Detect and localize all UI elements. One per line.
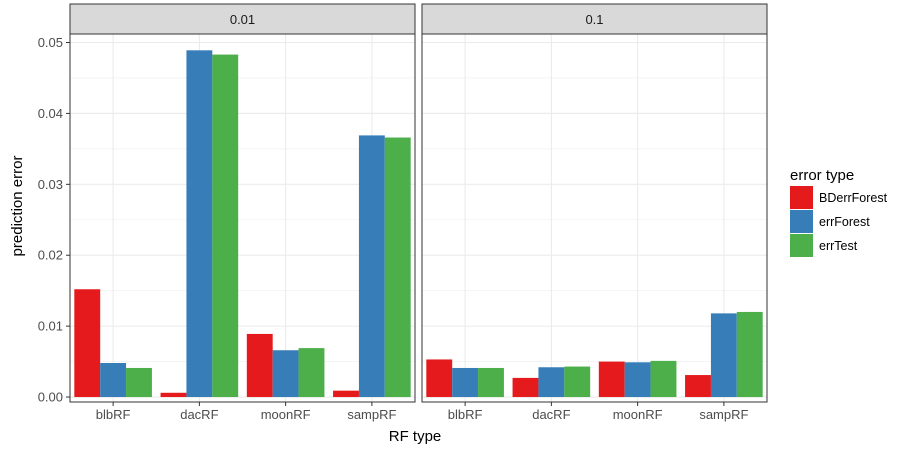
y-tick-label: 0.05: [38, 35, 63, 50]
facet-strip: [421, 3, 768, 35]
y-tick-label: 0.02: [38, 248, 63, 263]
bar-errtest-blbrf: [126, 367, 152, 398]
bar-errtest-moonrf: [650, 360, 677, 398]
bar-errforest-dacrf: [538, 367, 565, 398]
bar-errforest-blbrf: [100, 363, 127, 398]
y-tick-label: 0.04: [38, 106, 63, 121]
legend-label: errForest: [819, 215, 870, 229]
legend-key-errforest: [790, 210, 813, 233]
facet-label: 0.1: [585, 12, 603, 27]
y-tick-label: 0.03: [38, 177, 63, 192]
bar-bderrforest-dacrf: [512, 377, 539, 398]
bar-bderrforest-samprf: [685, 375, 711, 398]
facet-strip: [69, 3, 416, 35]
bar-bderrforest-samprf: [333, 390, 359, 398]
panel-border: [421, 33, 768, 403]
x-tick-label: blbRF: [448, 407, 483, 422]
x-tick-label: blbRF: [96, 407, 131, 422]
bar-bderrforest-moonrf: [598, 361, 625, 398]
x-tick-label: sampRF: [347, 407, 396, 422]
bar-bderrforest-dacrf: [160, 392, 187, 398]
bar-bderrforest-blbrf: [74, 289, 101, 398]
x-axis-title: RF type: [389, 428, 442, 445]
x-tick-label: dacRF: [180, 407, 218, 422]
bar-errtest-dacrf: [564, 366, 591, 398]
bar-errtest-moonrf: [298, 348, 325, 398]
facet-label: 0.01: [230, 12, 255, 27]
y-axis-title: prediction error: [9, 156, 26, 257]
bar-errtest-dacrf: [212, 54, 239, 398]
bar-errtest-samprf: [384, 137, 411, 398]
panel-background: [422, 34, 767, 402]
legend-label: BDerrForest: [819, 191, 888, 205]
legend-label: errTest: [819, 239, 858, 253]
y-tick-label: 0.00: [38, 390, 63, 405]
bar-bderrforest-blbrf: [426, 359, 453, 398]
bar-bderrforest-moonrf: [246, 333, 273, 398]
bar-errtest-blbrf: [478, 367, 504, 398]
bar-errtest-samprf: [736, 311, 763, 398]
legend-title: error type: [790, 167, 854, 184]
x-tick-label: moonRF: [613, 407, 663, 422]
x-tick-label: moonRF: [261, 407, 311, 422]
y-tick-label: 0.01: [38, 319, 63, 334]
bar-errforest-dacrf: [186, 50, 213, 398]
panel-border: [69, 33, 416, 403]
panel-background: [70, 34, 415, 402]
bar-errforest-samprf: [358, 135, 385, 398]
x-tick-label: sampRF: [699, 407, 748, 422]
bar-errforest-moonrf: [624, 362, 651, 398]
bar-errforest-samprf: [710, 313, 737, 398]
bar-errforest-blbrf: [452, 367, 479, 398]
bar-errforest-moonrf: [272, 350, 299, 398]
legend-key-errtest: [790, 234, 813, 257]
legend-key-bderrforest: [790, 186, 813, 209]
x-tick-label: dacRF: [532, 407, 570, 422]
